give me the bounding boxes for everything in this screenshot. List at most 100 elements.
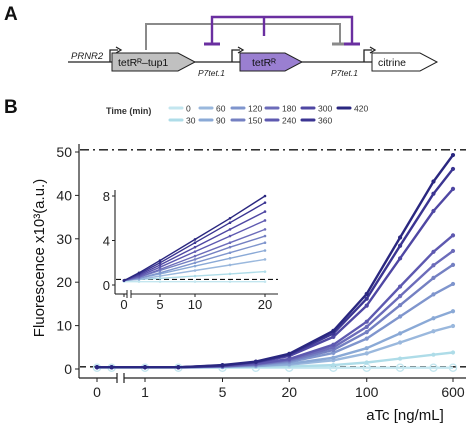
main-series-lines: [92, 152, 458, 372]
inset-point-90: [228, 257, 232, 260]
main-x-tick-label-5: 5: [219, 384, 227, 400]
main-point-360: [398, 243, 403, 248]
legend-label-420: 420: [354, 104, 368, 114]
main-x-tick-label-0: 0: [93, 384, 101, 400]
legend-label-0: 0: [186, 104, 191, 114]
main-y-tick-label-40: 40: [56, 187, 72, 203]
inset-point-90: [263, 249, 267, 252]
inset-point-300: [263, 210, 267, 213]
main-x-tick-label-1: 1: [141, 384, 149, 400]
inset-point-0: [263, 280, 267, 283]
legend-title: Time (min): [106, 106, 151, 116]
inset-series-line-300: [123, 210, 266, 282]
main-point-180: [450, 248, 456, 254]
main-point-30: [331, 362, 336, 368]
panel-label-b: B: [4, 97, 18, 118]
main-point-240: [450, 233, 456, 238]
inset-point-150: [193, 258, 197, 261]
main-point-300: [450, 186, 456, 191]
main-point-90: [331, 355, 336, 360]
main-chart: Fluorescence x10³(a.u.) aTc [ng/mL] 0102…: [31, 144, 466, 424]
main-point-360: [364, 296, 369, 301]
inset-point-300: [193, 245, 197, 249]
inset-point-60: [263, 258, 267, 261]
promoter-rnr2-label: PRNR2: [71, 51, 104, 62]
main-x-tick-label-20: 20: [281, 384, 297, 400]
main-point-240: [364, 319, 369, 324]
inset-point-150: [228, 245, 232, 249]
main-point-120: [364, 336, 369, 341]
fusion-gene-label: tetRᴿ–tup1: [118, 57, 168, 69]
main-point-0: [429, 363, 438, 372]
main-y-axis-label: Fluorescence x10³(a.u.): [31, 179, 48, 337]
main-point-420: [220, 362, 225, 368]
main-point-420: [364, 291, 369, 297]
tetr-gene-arrow: [239, 52, 304, 72]
main-point-180: [398, 293, 403, 299]
main-point-240: [287, 356, 292, 362]
legend-label-240: 240: [282, 116, 296, 126]
inset-point-120: [263, 241, 267, 245]
main-point-420: [253, 359, 258, 364]
main-point-120: [450, 281, 456, 287]
main-point-150: [431, 275, 436, 280]
main-point-30: [364, 360, 369, 365]
inset-x-tick-label-10: 10: [188, 297, 202, 312]
promoter-tet-1-arrow: [231, 49, 240, 62]
inset-point-420: [158, 259, 162, 262]
main-point-60: [450, 323, 456, 329]
inset-point-300: [158, 263, 162, 267]
main-point-240: [431, 249, 436, 254]
inset-point-0: [228, 280, 232, 283]
main-y-tick-label-10: 10: [56, 318, 72, 334]
main-point-90: [398, 331, 403, 336]
inset-x-tick-label-0: 0: [120, 297, 127, 312]
main-point-30: [450, 350, 456, 355]
promoter-tet-1-arrowhead: [237, 46, 245, 54]
main-point-90: [431, 316, 436, 321]
promoter-rnr2-arrowhead: [115, 46, 123, 54]
feedback-line: [145, 23, 341, 50]
main-point-60: [431, 329, 436, 334]
legend-label-30: 30: [186, 116, 196, 126]
inset-point-180: [193, 254, 197, 258]
inset-point-420: [122, 279, 126, 282]
main-point-150: [364, 330, 369, 335]
main-point-420: [142, 365, 148, 370]
fusion-gene-arrow: [111, 52, 197, 72]
main-point-240: [398, 284, 403, 289]
promoter-rnr2-arrow: [109, 49, 118, 62]
main-x-axis-label: aTc [ng/mL]: [366, 407, 444, 424]
citrine-gene-arrow: [371, 52, 439, 72]
tetr-gene-label: tetRᴿ: [252, 57, 276, 69]
promoter-tet-2-arrow: [363, 49, 372, 62]
inset-background: [96, 176, 286, 310]
inset-y-tick-label-4: 4: [103, 234, 110, 249]
main-point-420: [398, 235, 403, 240]
inset-point-420: [137, 271, 141, 275]
inset-point-300: [228, 228, 232, 231]
main-y-tick-label-30: 30: [56, 231, 72, 247]
tetr-inhibition-line: [210, 15, 354, 44]
inset-point-120: [228, 251, 232, 255]
main-point-420: [176, 365, 181, 370]
panel-label-a: A: [4, 4, 18, 25]
inset-point-180: [263, 228, 267, 231]
inset-point-0: [193, 280, 197, 283]
main-point-240: [331, 342, 336, 347]
inset-series-line-360: [123, 202, 266, 282]
main-point-420: [431, 179, 436, 184]
main-point-90: [450, 309, 456, 314]
main-point-360: [450, 166, 456, 172]
inset-point-240: [263, 219, 267, 222]
main-point-30: [398, 356, 403, 361]
promoter-tet-1-label: P7tet.1: [198, 68, 225, 78]
inset-point-240: [228, 234, 232, 238]
main-point-420: [109, 365, 114, 370]
legend-label-360: 360: [318, 116, 332, 126]
inset-chart: 0 4 8 0 5 10 20: [96, 176, 286, 312]
inset-point-360: [193, 241, 197, 245]
promoter-tet-2-label: P7tet.1: [331, 68, 358, 78]
